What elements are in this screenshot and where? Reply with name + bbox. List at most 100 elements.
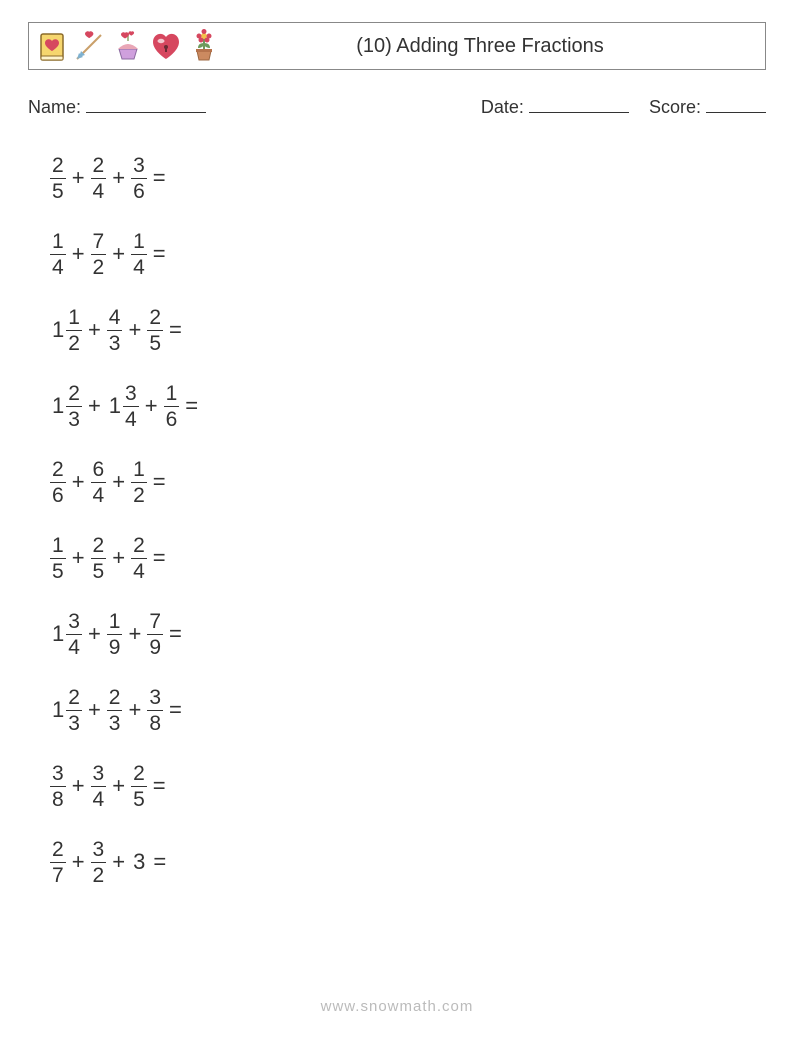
numerator: 1 <box>107 611 123 632</box>
plus-op: + <box>106 469 131 495</box>
denominator: 3 <box>66 713 82 734</box>
numerator: 3 <box>147 687 163 708</box>
fraction-bar <box>147 710 163 711</box>
numerator: 1 <box>164 383 180 404</box>
equals-op: = <box>163 317 188 343</box>
fraction: 23 <box>66 383 82 430</box>
fraction: 25 <box>50 155 66 202</box>
header-icons <box>35 29 221 63</box>
equals-op: = <box>147 849 172 875</box>
name-blank[interactable] <box>86 94 206 113</box>
numerator: 4 <box>107 307 123 328</box>
denominator: 4 <box>91 181 107 202</box>
plus-op: + <box>82 621 107 647</box>
denominator: 5 <box>131 789 147 810</box>
denominator: 5 <box>50 561 66 582</box>
numerator: 1 <box>50 231 66 252</box>
whole-number: 1 <box>50 393 66 419</box>
numerator: 2 <box>91 155 107 176</box>
numerator: 3 <box>123 383 139 404</box>
fraction: 25 <box>147 307 163 354</box>
denominator: 4 <box>91 789 107 810</box>
fraction-bar <box>91 862 107 863</box>
problem-row: 15+25+24= <box>50 520 744 596</box>
header-bar: (10) Adding Three Fractions <box>28 22 766 70</box>
numerator: 3 <box>91 763 107 784</box>
denominator: 4 <box>91 485 107 506</box>
fraction-bar <box>91 786 107 787</box>
plus-op: + <box>106 545 131 571</box>
numerator: 1 <box>50 535 66 556</box>
fraction-bar <box>147 330 163 331</box>
fraction: 12 <box>131 459 147 506</box>
fraction-bar <box>131 254 147 255</box>
book-heart-icon <box>35 29 69 63</box>
fraction-bar <box>50 482 66 483</box>
plus-op: + <box>66 773 91 799</box>
problem-row: 25+24+36= <box>50 140 744 216</box>
fraction: 34 <box>66 611 82 658</box>
name-label: Name: <box>28 97 81 117</box>
fraction-bar <box>50 862 66 863</box>
fraction-bar <box>66 710 82 711</box>
fraction: 23 <box>107 687 123 734</box>
plus-op: + <box>66 469 91 495</box>
denominator: 9 <box>107 637 123 658</box>
problems-list: 25+24+36=14+72+14=112+43+25=123+134+16=2… <box>50 140 744 900</box>
fraction-bar <box>66 406 82 407</box>
plus-op: + <box>66 165 91 191</box>
plus-op: + <box>82 317 107 343</box>
fraction-bar <box>50 786 66 787</box>
numerator: 1 <box>66 307 82 328</box>
denominator: 2 <box>66 333 82 354</box>
plus-op: + <box>106 241 131 267</box>
denominator: 4 <box>131 257 147 278</box>
numerator: 2 <box>107 687 123 708</box>
fraction: 32 <box>91 839 107 886</box>
info-row: Name: Date: Score: <box>28 94 766 118</box>
fraction: 26 <box>50 459 66 506</box>
plus-op: + <box>106 773 131 799</box>
problem-row: 112+43+25= <box>50 292 744 368</box>
fraction-bar <box>91 254 107 255</box>
fraction: 19 <box>107 611 123 658</box>
plus-op: + <box>82 697 107 723</box>
fraction: 15 <box>50 535 66 582</box>
equals-op: = <box>147 241 172 267</box>
score-blank[interactable] <box>706 94 766 113</box>
fraction-bar <box>107 330 123 331</box>
denominator: 4 <box>131 561 147 582</box>
equals-op: = <box>163 621 188 647</box>
numerator: 3 <box>50 763 66 784</box>
score-label: Score: <box>649 97 701 117</box>
fraction-bar <box>91 558 107 559</box>
numerator: 2 <box>147 307 163 328</box>
fraction-bar <box>66 634 82 635</box>
denominator: 8 <box>50 789 66 810</box>
fraction-bar <box>50 254 66 255</box>
fraction-bar <box>131 786 147 787</box>
numerator: 1 <box>131 459 147 480</box>
date-blank[interactable] <box>529 94 629 113</box>
flower-pot-icon <box>187 29 221 63</box>
denominator: 3 <box>66 409 82 430</box>
plus-op: + <box>66 545 91 571</box>
problem-row: 14+72+14= <box>50 216 744 292</box>
plus-op: + <box>122 621 147 647</box>
equals-op: = <box>179 393 204 419</box>
problem-row: 27+32+3= <box>50 824 744 900</box>
date-label: Date: <box>481 97 524 117</box>
fraction: 25 <box>131 763 147 810</box>
fraction-bar <box>131 482 147 483</box>
fraction-bar <box>107 710 123 711</box>
fraction: 36 <box>131 155 147 202</box>
numerator: 3 <box>91 839 107 860</box>
plus-op: + <box>82 393 107 419</box>
denominator: 4 <box>123 409 139 430</box>
equals-op: = <box>163 697 188 723</box>
footer-url: www.snowmath.com <box>0 998 794 1015</box>
fraction: 38 <box>50 763 66 810</box>
fraction: 25 <box>91 535 107 582</box>
fraction-bar <box>131 558 147 559</box>
problem-row: 123+134+16= <box>50 368 744 444</box>
